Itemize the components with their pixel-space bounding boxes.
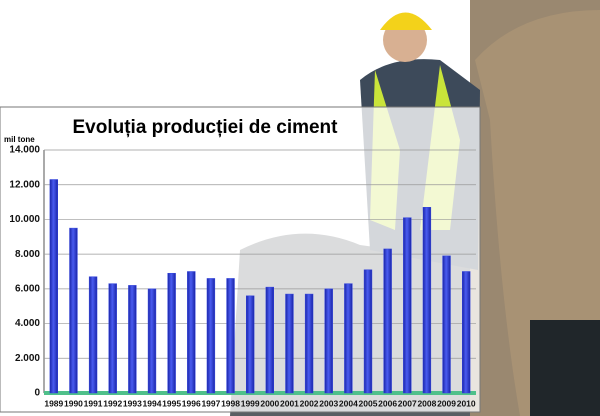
- x-tick-label: 2004: [339, 398, 358, 408]
- y-tick-label: 6.000: [15, 283, 40, 294]
- x-tick-label: 2003: [319, 398, 338, 408]
- y-tick-label: 10.000: [9, 214, 40, 225]
- x-tick-label: 2009: [437, 398, 456, 408]
- x-tick-label: 2010: [457, 398, 476, 408]
- bar: [344, 283, 353, 394]
- bar: [462, 271, 471, 394]
- bar: [167, 272, 176, 394]
- y-tick-label: 12.000: [9, 179, 40, 190]
- x-tick-label: 1994: [143, 398, 162, 408]
- x-tick-label: 1993: [123, 398, 142, 408]
- y-tick-label: 2.000: [15, 353, 40, 364]
- bar: [206, 278, 216, 394]
- x-tick-label: 2002: [300, 398, 319, 408]
- bar: [383, 248, 392, 394]
- bar: [285, 293, 294, 394]
- bar: [69, 227, 78, 394]
- x-tick-label: 1998: [221, 398, 240, 408]
- chart-panel: [0, 106, 481, 413]
- bar: [88, 276, 98, 394]
- bar: [226, 278, 235, 394]
- x-tick-label: 1990: [64, 398, 83, 408]
- x-tick-label: 2008: [417, 398, 436, 408]
- bar: [49, 179, 58, 394]
- x-tick-label: 2007: [398, 398, 417, 408]
- x-tick-label: 2000: [260, 398, 279, 408]
- y-tick-label: 0: [34, 388, 40, 399]
- bar: [246, 295, 255, 394]
- x-tick-label: 2006: [378, 398, 397, 408]
- bar: [363, 269, 373, 394]
- y-tick-label: 4.000: [15, 318, 40, 329]
- bar: [304, 293, 314, 394]
- x-tick-label: 1999: [241, 398, 260, 408]
- baseline-floor: [44, 391, 476, 395]
- bar: [128, 285, 137, 394]
- x-tick-label: 1997: [201, 398, 220, 408]
- y-tick-label: 14.000: [9, 145, 40, 156]
- x-tick-label: 2005: [359, 398, 378, 408]
- x-tick-label: 2001: [280, 398, 299, 408]
- bar: [147, 288, 157, 394]
- x-tick-label: 1992: [103, 398, 122, 408]
- x-tick-label: 1996: [182, 398, 201, 408]
- x-tick-label: 1989: [44, 398, 63, 408]
- y-tick-label: 8.000: [15, 249, 40, 260]
- bar: [187, 271, 196, 394]
- bar: [403, 217, 412, 394]
- x-tick-label: 1991: [84, 398, 103, 408]
- chart-title: Evoluția producției de ciment: [73, 117, 339, 138]
- bar: [265, 286, 274, 394]
- bar: [324, 288, 333, 394]
- x-tick-label: 1995: [162, 398, 181, 408]
- bar: [422, 207, 432, 394]
- y-unit: mil tone: [4, 135, 35, 144]
- bar: [442, 255, 451, 394]
- bar: [108, 283, 117, 394]
